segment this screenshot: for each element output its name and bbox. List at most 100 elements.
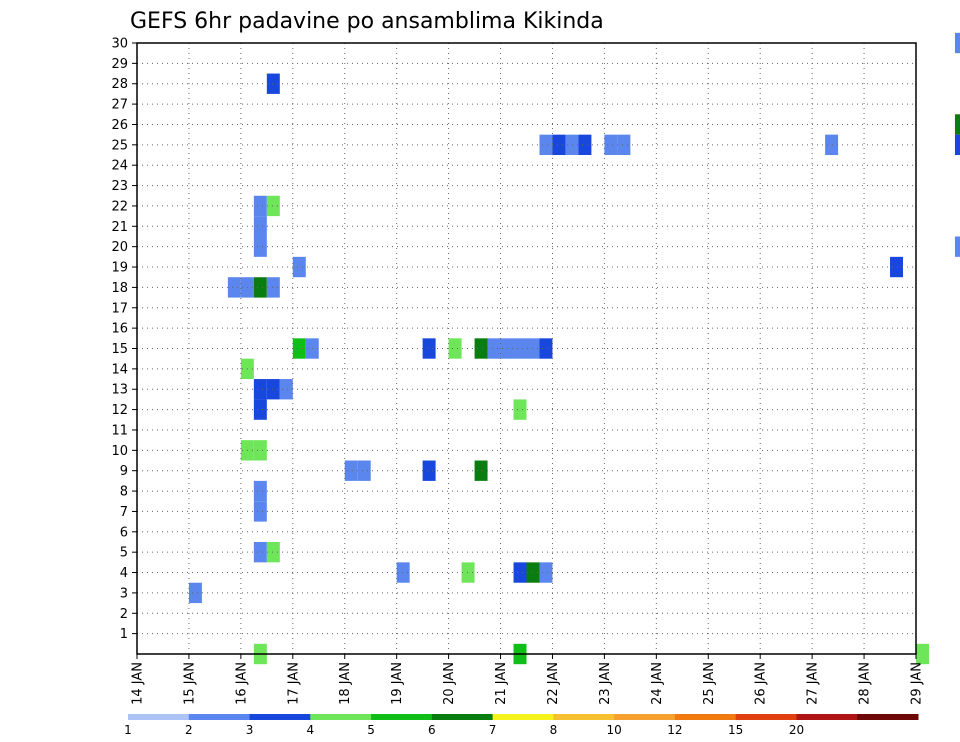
colorbar-segment	[249, 714, 311, 720]
colorbar-segment	[796, 714, 858, 720]
y-tick-label: 17	[111, 301, 128, 316]
colorbar-label: 12	[667, 723, 682, 737]
colorbar-label: 8	[550, 723, 558, 737]
precip-cell-m10-1	[253, 440, 267, 461]
y-tick-label: 13	[111, 383, 128, 398]
y-tick-label: 30	[111, 37, 128, 52]
colorbar-segment	[857, 714, 919, 720]
x-tick-label: 24 JAN	[650, 662, 665, 705]
x-tick-label: 22 JAN	[546, 662, 561, 705]
y-tick-label: 3	[120, 586, 128, 601]
precip-cell-m12-0	[253, 399, 267, 420]
colorbar-segment	[310, 714, 372, 720]
precip-cell-m25-1	[552, 134, 566, 156]
precip-cell-m15-5	[487, 338, 501, 359]
precip-cell-m9-3	[474, 460, 488, 481]
x-tick-label: 19 JAN	[390, 662, 405, 705]
y-tick-label: 23	[111, 179, 128, 194]
precip-cell-m4-2	[513, 562, 527, 583]
x-tick-label: 15 JAN	[182, 662, 197, 705]
precip-cell-m13-0	[253, 379, 267, 400]
precip-cell-m15-2	[422, 338, 436, 359]
colorbar-segment	[553, 714, 615, 720]
precip-cell-m30-0	[954, 32, 960, 54]
colorbar-label: 2	[185, 723, 193, 737]
precip-cell-m9-2	[422, 460, 436, 481]
precip-cell-m4-0	[396, 562, 410, 583]
precip-cell-m5-0	[253, 541, 267, 563]
precip-cell-m4-4	[539, 562, 553, 583]
y-tick-label: 15	[111, 342, 128, 357]
precip-cell-m15-3	[448, 338, 462, 359]
precip-cell-m0-2	[916, 643, 929, 665]
colorbar-label: 4	[306, 723, 314, 737]
x-tick-label: 28 JAN	[858, 662, 873, 705]
colorbar-label: 15	[728, 723, 743, 737]
x-tick-label: 14 JAN	[131, 662, 146, 705]
x-tick-label: 16 JAN	[234, 662, 249, 705]
colorbar-label: 10	[607, 723, 622, 737]
precip-cell-m15-0	[292, 338, 306, 359]
precip-cell-m22-1	[266, 195, 280, 217]
colorbar-segment	[371, 714, 433, 720]
precip-cell-m25-0	[539, 134, 553, 156]
precip-cell-m13-2	[279, 379, 293, 400]
x-tick-label: 25 JAN	[702, 662, 717, 705]
x-tick-label: 27 JAN	[806, 662, 821, 705]
y-tick-label: 24	[111, 159, 128, 174]
y-tick-label: 2	[120, 607, 128, 622]
colorbar-segment	[735, 714, 797, 720]
precip-cell-m20-0	[253, 236, 267, 257]
precip-cell-m15-9	[539, 338, 553, 359]
precip-cell-m25-2	[565, 134, 579, 156]
precip-cell-m25-5	[617, 134, 631, 156]
colorbar-segment	[431, 714, 494, 720]
x-tick-label: 18 JAN	[338, 662, 353, 705]
precip-cell-m18-3	[266, 277, 280, 298]
precip-cell-m25-7	[954, 134, 960, 156]
cells-layer	[188, 32, 960, 665]
y-tick-label: 5	[120, 546, 128, 561]
precip-cell-m18-2	[253, 277, 267, 298]
precip-cell-m8-0	[253, 480, 267, 502]
x-tick-label: 21 JAN	[494, 662, 509, 705]
y-tick-label: 22	[111, 199, 128, 214]
y-tick-label: 14	[111, 362, 128, 377]
colorbar-segment	[614, 714, 676, 720]
colorbar-segment	[128, 714, 190, 720]
y-tick-label: 6	[120, 525, 128, 540]
x-tick-label: 20 JAN	[442, 662, 457, 705]
precip-cell-m25-6	[825, 134, 839, 156]
precip-cell-m18-0	[227, 277, 241, 298]
precip-cell-m3-0	[188, 582, 202, 604]
precip-cell-m9-1	[357, 460, 371, 481]
colorbar: 1 2 3 4 5 6 7 8 10 12 15 20	[124, 714, 919, 737]
y-tick-label: 9	[120, 464, 128, 479]
y-tick-label: 1	[120, 627, 128, 642]
y-tick-label: 10	[111, 444, 128, 459]
precip-cell-m19-0	[292, 256, 306, 278]
y-tick-label: 28	[111, 77, 128, 92]
colorbar-segment	[188, 714, 251, 720]
y-tick-label: 29	[111, 57, 128, 72]
grid-layer	[137, 43, 916, 654]
colorbar-segment	[674, 714, 737, 720]
y-tick-label: 12	[111, 403, 128, 418]
precip-cell-m15-4	[474, 338, 488, 359]
precip-cell-m25-3	[578, 134, 592, 156]
chart-title: GEFS 6hr padavine po ansamblima Kikinda	[130, 9, 604, 34]
colorbar-label: 20	[789, 723, 804, 737]
colorbar-label: 7	[489, 723, 497, 737]
y-tick-label: 16	[111, 322, 128, 337]
x-tick-label: 17 JAN	[286, 662, 301, 705]
precip-cell-m22-0	[253, 195, 267, 217]
precip-cell-m5-1	[266, 541, 280, 563]
precip-cell-m20-1	[954, 236, 960, 257]
precip-cell-m12-1	[513, 399, 527, 420]
colorbar-label: 1	[124, 723, 132, 737]
precip-cell-m28-0	[266, 73, 280, 94]
x-tick-label: 23 JAN	[598, 662, 613, 705]
precip-cell-m4-1	[461, 562, 475, 583]
colorbar-label: 6	[428, 723, 436, 737]
precip-cell-m13-1	[266, 379, 280, 400]
